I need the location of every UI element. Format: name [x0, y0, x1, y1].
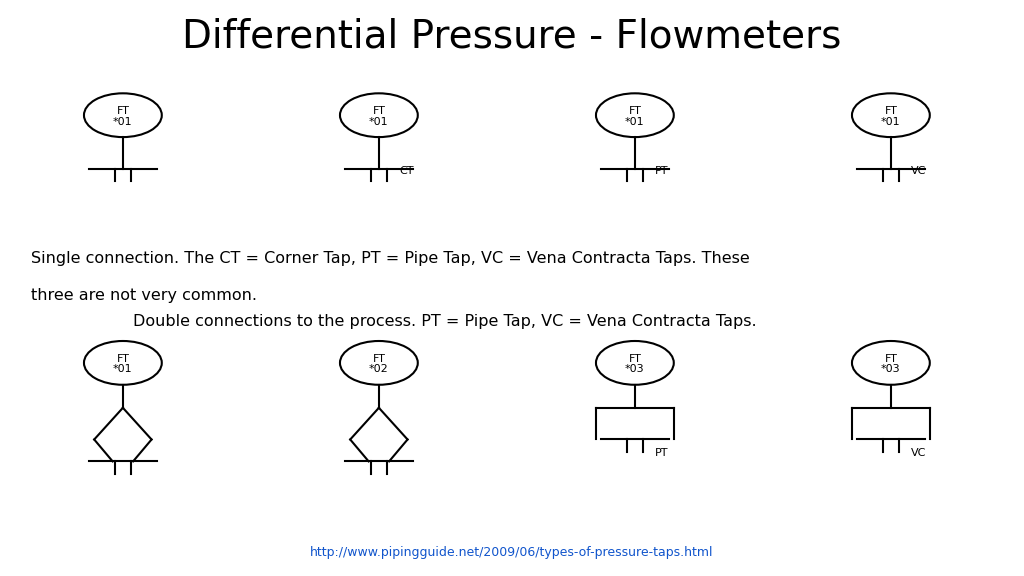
- Text: FT: FT: [373, 106, 385, 116]
- Text: VC: VC: [911, 448, 927, 458]
- Text: VC: VC: [911, 166, 927, 176]
- Text: Single connection. The CT = Corner Tap, PT = Pipe Tap, VC = Vena Contracta Taps.: Single connection. The CT = Corner Tap, …: [31, 251, 750, 266]
- Text: Double connections to the process. PT = Pipe Tap, VC = Vena Contracta Taps.: Double connections to the process. PT = …: [133, 314, 757, 329]
- Text: three are not very common.: three are not very common.: [31, 288, 257, 303]
- Text: *01: *01: [369, 117, 389, 127]
- Text: FT: FT: [373, 354, 385, 364]
- Text: http://www.pipingguide.net/2009/06/types-of-pressure-taps.html: http://www.pipingguide.net/2009/06/types…: [310, 545, 714, 559]
- Text: PT: PT: [655, 448, 669, 458]
- Text: *01: *01: [113, 117, 133, 127]
- Text: FT: FT: [117, 106, 129, 116]
- Text: Differential Pressure - Flowmeters: Differential Pressure - Flowmeters: [182, 17, 842, 55]
- Text: PT: PT: [655, 166, 669, 176]
- Text: *01: *01: [625, 117, 645, 127]
- Text: *03: *03: [625, 365, 645, 374]
- Text: FT: FT: [885, 354, 897, 364]
- Text: *03: *03: [881, 365, 901, 374]
- Text: *01: *01: [881, 117, 901, 127]
- Text: FT: FT: [117, 354, 129, 364]
- Text: *02: *02: [369, 365, 389, 374]
- Text: FT: FT: [629, 106, 641, 116]
- Text: *01: *01: [113, 365, 133, 374]
- Text: CT: CT: [399, 166, 414, 176]
- Text: FT: FT: [629, 354, 641, 364]
- Text: FT: FT: [885, 106, 897, 116]
